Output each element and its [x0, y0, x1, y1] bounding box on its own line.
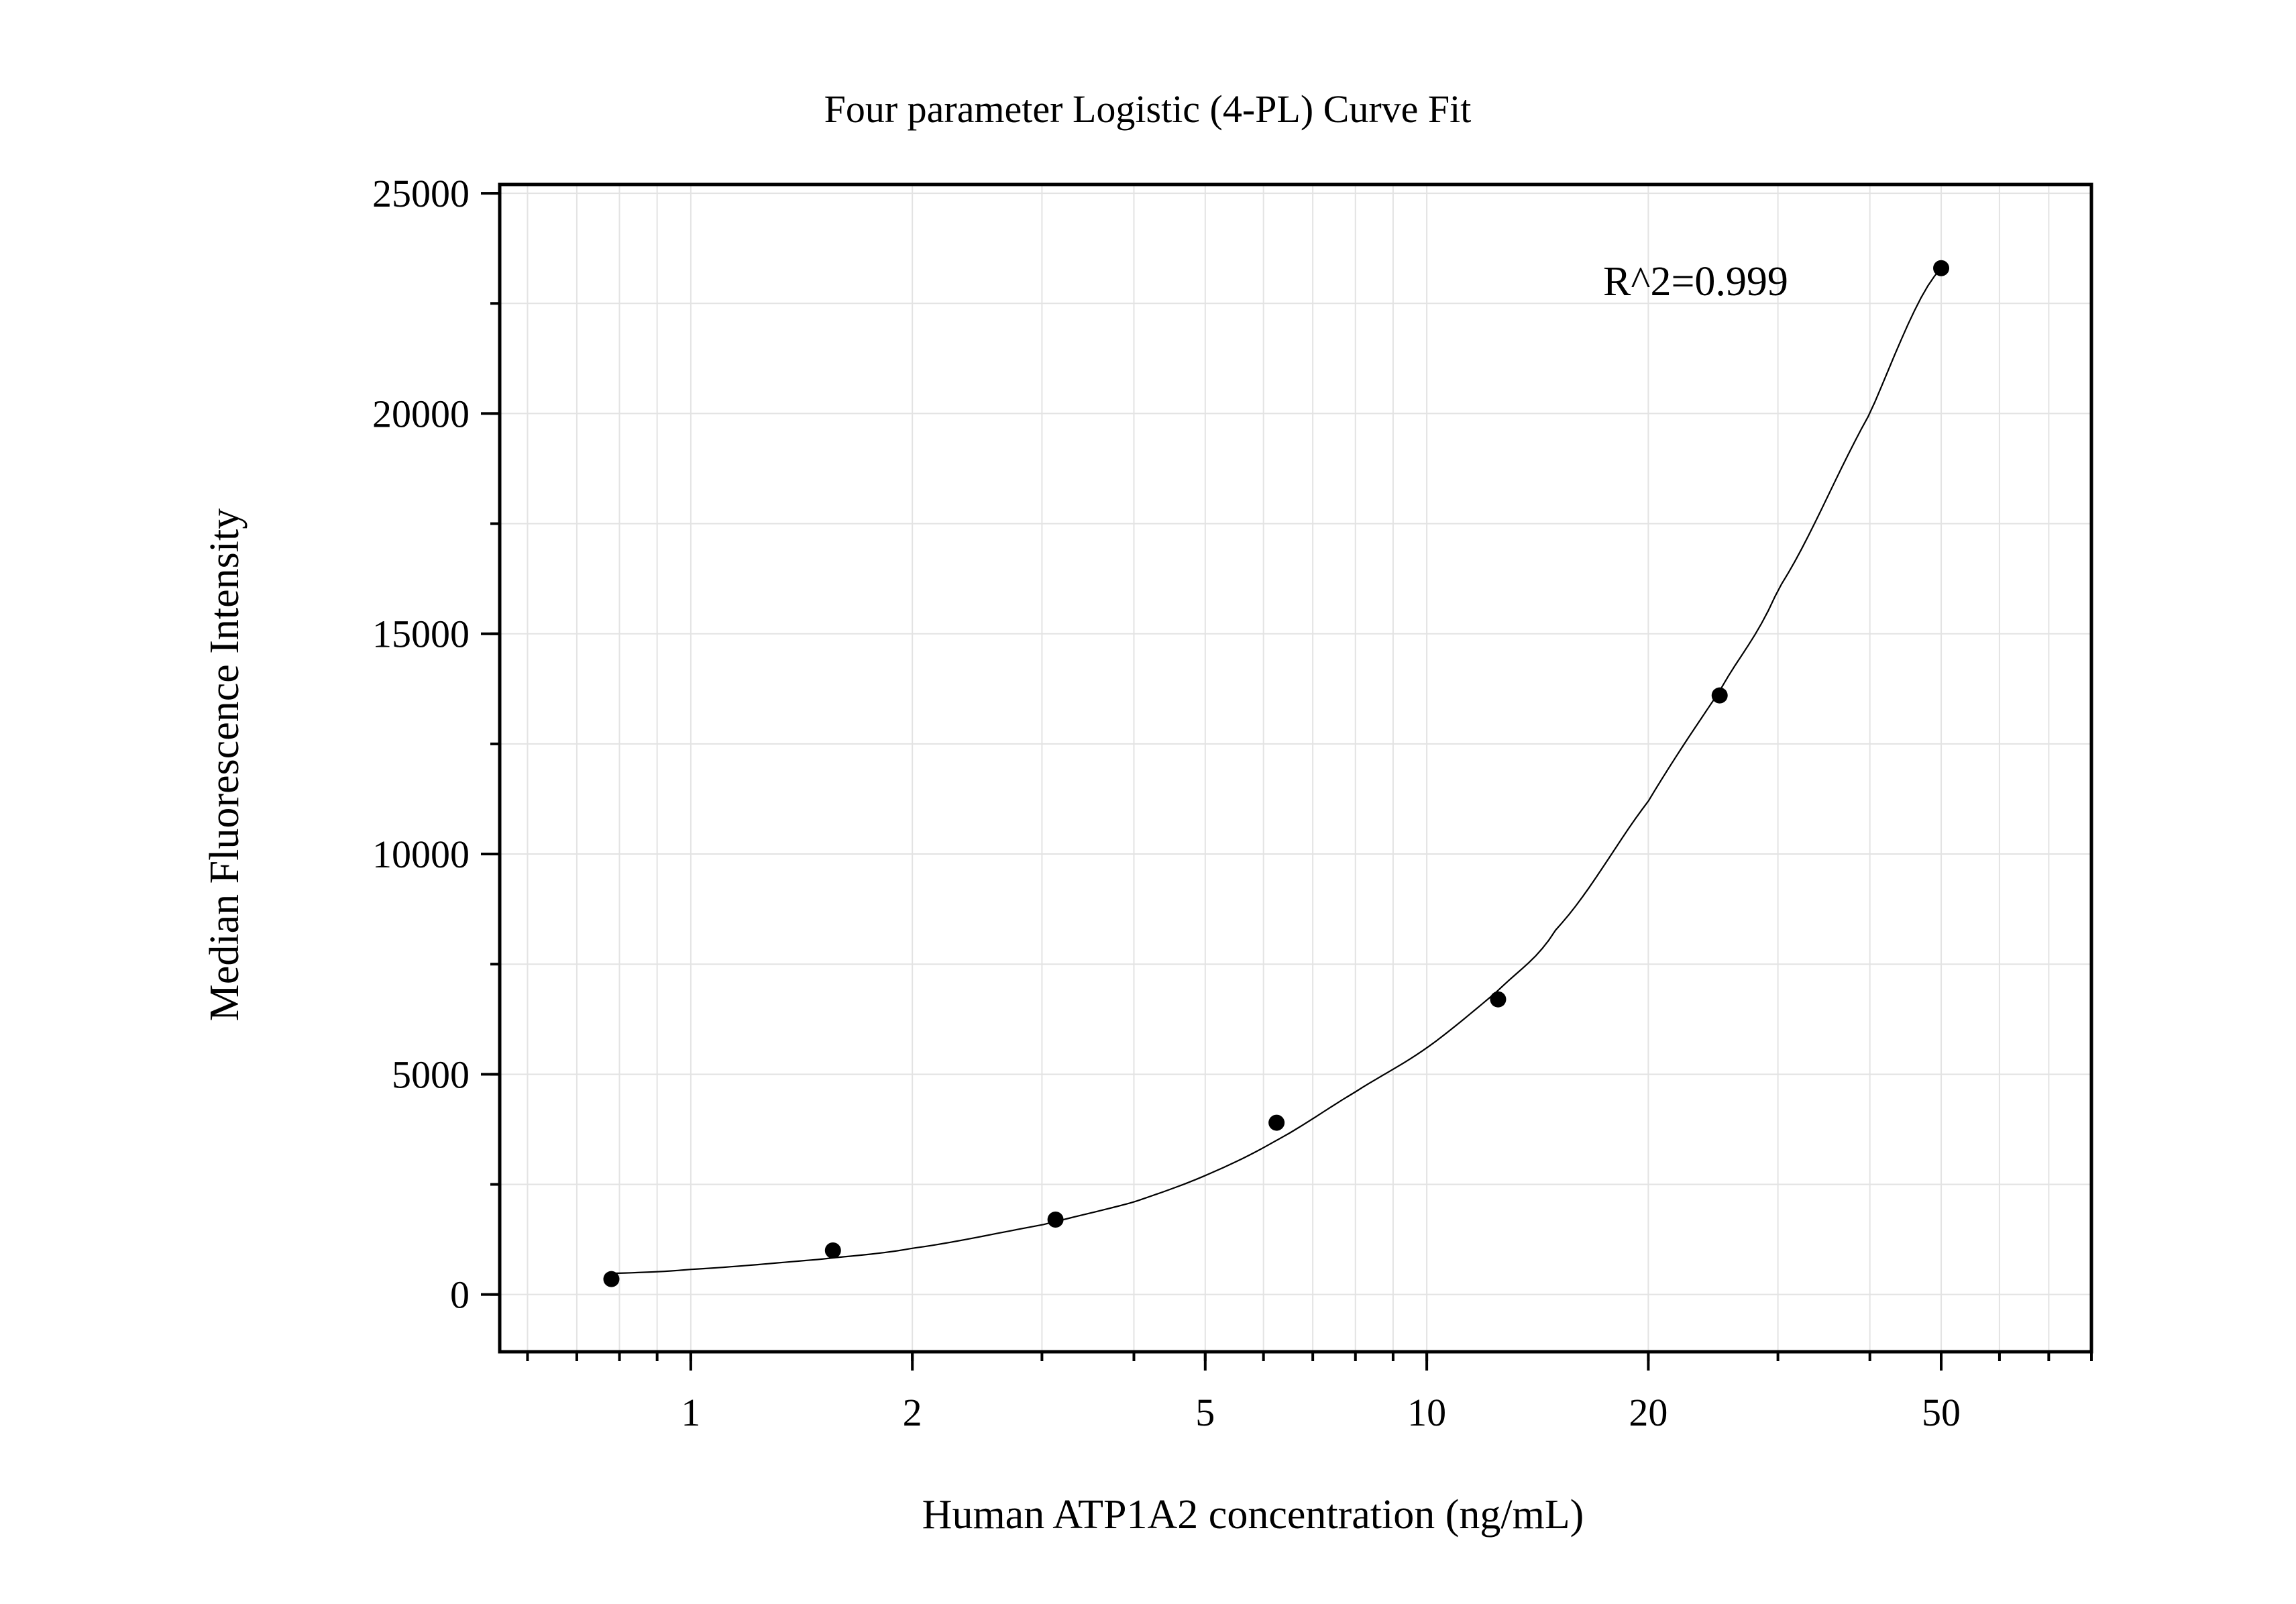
- x-tick-label: 50: [1922, 1391, 1961, 1434]
- y-tick-label: 10000: [372, 833, 470, 876]
- y-tick-label: 15000: [372, 612, 470, 656]
- data-point: [824, 1242, 841, 1259]
- data-point: [603, 1271, 620, 1287]
- x-tick-label: 1: [681, 1391, 700, 1434]
- data-point: [1933, 260, 1950, 276]
- data-point: [1047, 1212, 1064, 1228]
- x-axis-label: Human ATP1A2 concentration (ng/mL): [922, 1492, 1584, 1538]
- data-point: [1711, 687, 1728, 704]
- y-tick-label: 25000: [372, 172, 470, 215]
- y-tick-label: 20000: [372, 392, 470, 435]
- x-tick-label: 5: [1195, 1391, 1215, 1434]
- x-tick-label: 20: [1629, 1391, 1668, 1434]
- chart-title: Four parameter Logistic (4-PL) Curve Fit: [824, 87, 1472, 131]
- data-point: [1268, 1114, 1285, 1131]
- data-points: [603, 260, 1950, 1287]
- grid: [500, 184, 2092, 1352]
- plot-frame: [498, 182, 2093, 1354]
- x-tick-label: 10: [1407, 1391, 1446, 1434]
- x-tick-label: 2: [903, 1391, 922, 1434]
- y-tick-label: 0: [450, 1273, 470, 1317]
- y-axis-label: Median Fluorescence Intensity: [202, 509, 248, 1021]
- y-tick-label: 5000: [392, 1053, 470, 1096]
- axis-ticks: 1 2 5 10 20 50 0 5000 10000 15000 20000 25000: [372, 172, 2093, 1434]
- data-point: [1490, 991, 1507, 1008]
- r-squared-annotation: R^2=0.999: [1603, 259, 1788, 305]
